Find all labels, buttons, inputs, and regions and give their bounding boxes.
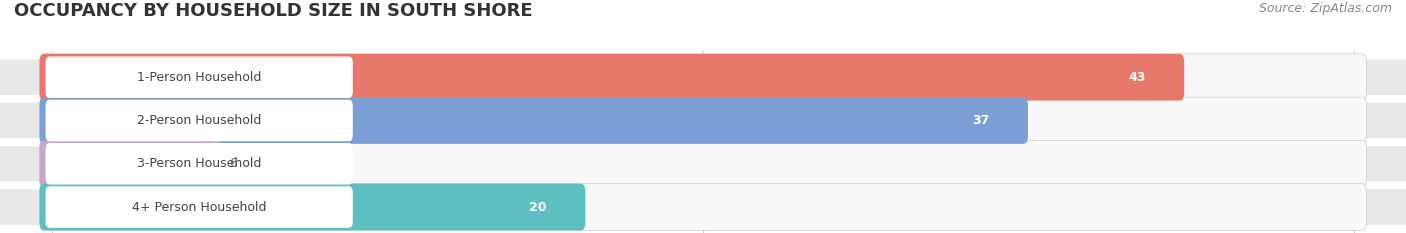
- Text: OCCUPANCY BY HOUSEHOLD SIZE IN SOUTH SHORE: OCCUPANCY BY HOUSEHOLD SIZE IN SOUTH SHO…: [14, 2, 533, 20]
- Text: Source: ZipAtlas.com: Source: ZipAtlas.com: [1258, 2, 1392, 15]
- FancyBboxPatch shape: [45, 143, 353, 185]
- Text: 2-Person Household: 2-Person Household: [136, 114, 262, 127]
- FancyBboxPatch shape: [39, 97, 1367, 144]
- FancyBboxPatch shape: [39, 54, 1184, 101]
- FancyBboxPatch shape: [0, 189, 1406, 225]
- FancyBboxPatch shape: [39, 140, 221, 187]
- FancyBboxPatch shape: [45, 56, 353, 98]
- Text: 3-Person Household: 3-Person Household: [136, 157, 262, 170]
- FancyBboxPatch shape: [0, 59, 1406, 95]
- FancyBboxPatch shape: [0, 103, 1406, 138]
- Text: 6: 6: [229, 157, 238, 170]
- Text: 4+ Person Household: 4+ Person Household: [132, 201, 266, 213]
- FancyBboxPatch shape: [39, 140, 1367, 187]
- FancyBboxPatch shape: [45, 186, 353, 228]
- Text: 37: 37: [972, 114, 990, 127]
- Text: 1-Person Household: 1-Person Household: [136, 71, 262, 84]
- FancyBboxPatch shape: [45, 100, 353, 141]
- FancyBboxPatch shape: [39, 54, 1367, 101]
- FancyBboxPatch shape: [39, 184, 585, 230]
- FancyBboxPatch shape: [39, 97, 1028, 144]
- FancyBboxPatch shape: [0, 146, 1406, 182]
- FancyBboxPatch shape: [39, 184, 1367, 230]
- Text: 43: 43: [1128, 71, 1146, 84]
- Text: 20: 20: [529, 201, 547, 213]
